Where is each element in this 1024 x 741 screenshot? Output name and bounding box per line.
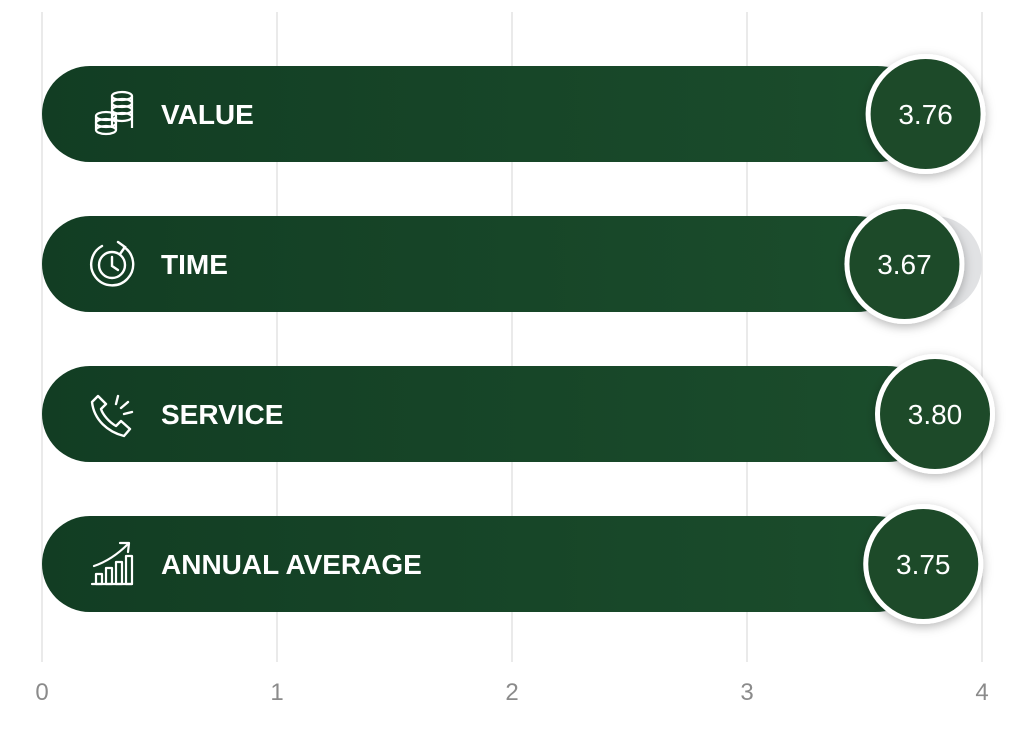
value-badge: 3.76: [865, 54, 986, 174]
x-axis-ticks: 0 1 2 3 4: [35, 679, 988, 706]
bar-annual-average: [42, 516, 924, 612]
value-badge: 3.67: [844, 204, 965, 324]
bars: [42, 66, 935, 612]
category-labels: VALUE TIME SERVICE ANNUAL AVERAGE: [161, 99, 422, 580]
bar-value: [42, 66, 926, 162]
clock-arrow-icon: [89, 240, 135, 287]
x-tick-label: 1: [270, 679, 283, 706]
value-badge: 3.75: [863, 504, 984, 624]
value-label: 3.80: [908, 399, 963, 430]
x-tick-label: 4: [975, 679, 988, 706]
value-badges: 3.76 3.67 3.80 3.75: [844, 54, 995, 624]
value-label: 3.67: [877, 249, 932, 280]
coins-icon: [94, 90, 134, 136]
value-badge: 3.80: [875, 354, 995, 474]
x-tick-label: 3: [740, 679, 753, 706]
value-label: 3.75: [896, 549, 951, 580]
bar-time: [42, 216, 905, 312]
x-tick-label: 2: [505, 679, 518, 706]
bar-service: [42, 366, 935, 462]
x-tick-label: 0: [35, 679, 48, 706]
category-label: TIME: [161, 249, 228, 280]
category-label: VALUE: [161, 99, 254, 130]
growth-chart-icon: [90, 541, 134, 586]
category-icons: [89, 90, 135, 586]
category-label: ANNUAL AVERAGE: [161, 549, 422, 580]
category-label: SERVICE: [161, 399, 283, 430]
phone-ringing-icon: [90, 394, 134, 438]
value-label: 3.76: [898, 99, 953, 130]
